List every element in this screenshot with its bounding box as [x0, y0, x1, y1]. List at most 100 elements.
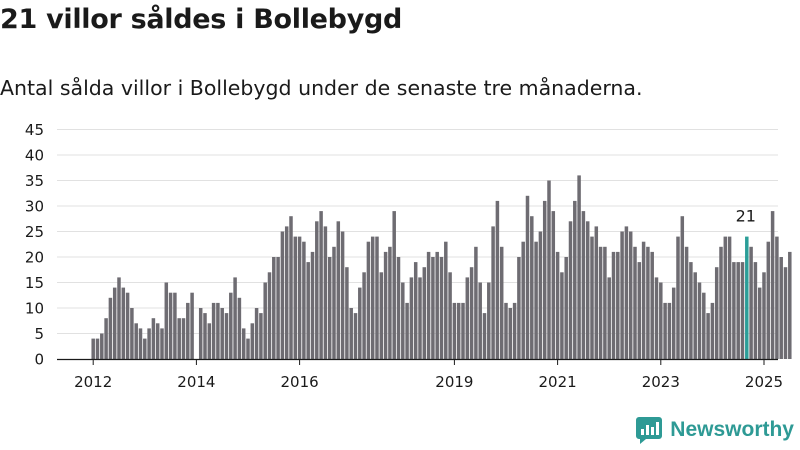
data-labels: 21	[736, 207, 756, 226]
bar	[598, 246, 603, 359]
bar	[431, 257, 435, 359]
x-tick-label: 2021	[539, 373, 577, 391]
x-tick-label: 2023	[642, 373, 680, 391]
bar	[594, 226, 599, 359]
bar	[336, 221, 341, 359]
bar	[108, 297, 113, 359]
bar	[560, 272, 564, 359]
bar	[280, 231, 285, 359]
bar	[719, 246, 723, 359]
bar	[259, 313, 263, 359]
bar	[95, 338, 100, 359]
bar	[461, 302, 465, 359]
y-tick-label: 45	[25, 121, 44, 139]
bar	[207, 323, 212, 359]
bar	[762, 272, 766, 359]
bar	[91, 338, 95, 359]
bar	[749, 246, 753, 359]
bar	[487, 282, 491, 359]
bar	[388, 246, 392, 359]
bar	[362, 272, 366, 359]
bar	[211, 302, 216, 359]
bar	[512, 302, 517, 359]
bar	[104, 318, 108, 359]
brand: Newsworthy	[636, 416, 794, 444]
bar	[349, 308, 353, 359]
bar	[168, 292, 173, 359]
bar	[147, 328, 151, 359]
bar	[267, 272, 272, 359]
bar	[633, 246, 637, 359]
bar	[689, 262, 693, 359]
bar	[173, 292, 177, 359]
bar	[177, 318, 181, 359]
bar	[130, 308, 134, 359]
bar	[753, 262, 758, 359]
bar	[198, 308, 203, 359]
bar	[766, 241, 771, 359]
bar	[422, 267, 427, 359]
bar	[620, 231, 624, 359]
bar	[590, 236, 594, 359]
bar	[779, 257, 783, 359]
bar	[186, 302, 190, 359]
bar	[121, 287, 126, 359]
bar	[508, 308, 513, 359]
bar	[573, 200, 577, 359]
newsworthy-logo-icon	[636, 417, 663, 444]
bar	[143, 338, 147, 359]
y-tick-label: 20	[25, 249, 44, 267]
bar	[160, 328, 164, 359]
bar	[112, 287, 117, 359]
bar	[125, 292, 130, 359]
bar	[525, 195, 530, 359]
bar	[220, 308, 224, 359]
bar	[555, 251, 560, 359]
bar	[216, 302, 220, 359]
bar	[465, 277, 470, 359]
bar	[628, 231, 633, 359]
bar	[491, 226, 495, 359]
bar	[418, 277, 422, 359]
bar	[646, 246, 650, 359]
bar	[585, 221, 590, 359]
bar	[315, 221, 319, 359]
bar	[568, 221, 573, 359]
bar	[474, 246, 478, 359]
bar	[650, 251, 654, 359]
bar	[456, 302, 461, 359]
bar	[383, 251, 388, 359]
bar	[654, 277, 659, 359]
bar	[401, 282, 405, 359]
bar	[702, 292, 706, 359]
bar	[564, 257, 568, 359]
bar	[659, 282, 663, 359]
y-tick-label: 15	[25, 274, 44, 292]
bar	[547, 180, 551, 359]
bar	[203, 313, 207, 359]
bar	[237, 297, 242, 359]
bar	[452, 302, 457, 359]
y-tick-label: 30	[25, 198, 44, 216]
y-axis: 0 5 10 15 20 25 30 35 40 45	[25, 121, 44, 369]
bar	[353, 313, 358, 359]
bar	[246, 338, 250, 359]
x-tick-label: 2016	[281, 373, 319, 391]
bar	[358, 287, 362, 359]
bar	[224, 313, 229, 359]
y-tick-label: 35	[25, 172, 44, 190]
bar	[293, 236, 298, 359]
bar	[405, 302, 409, 359]
bar	[138, 328, 143, 359]
x-tick-label: 2014	[177, 373, 215, 391]
bar-highlight	[745, 236, 749, 359]
bar	[448, 272, 452, 359]
bar	[607, 277, 611, 359]
bar	[435, 251, 439, 359]
bar	[469, 267, 474, 359]
bar	[250, 323, 255, 359]
bar	[676, 236, 680, 359]
bar	[370, 236, 375, 359]
bar	[482, 313, 487, 359]
bars	[91, 175, 792, 359]
